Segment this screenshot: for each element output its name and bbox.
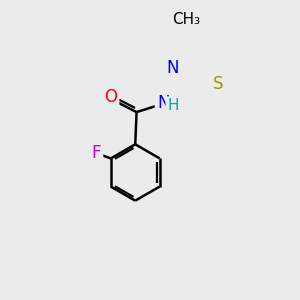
Text: S: S (212, 76, 223, 94)
Text: F: F (91, 144, 101, 162)
Text: CH₃: CH₃ (172, 12, 200, 27)
Text: N: N (166, 59, 178, 77)
Text: H: H (167, 98, 178, 113)
Text: O: O (104, 88, 117, 106)
Text: N: N (157, 94, 170, 112)
